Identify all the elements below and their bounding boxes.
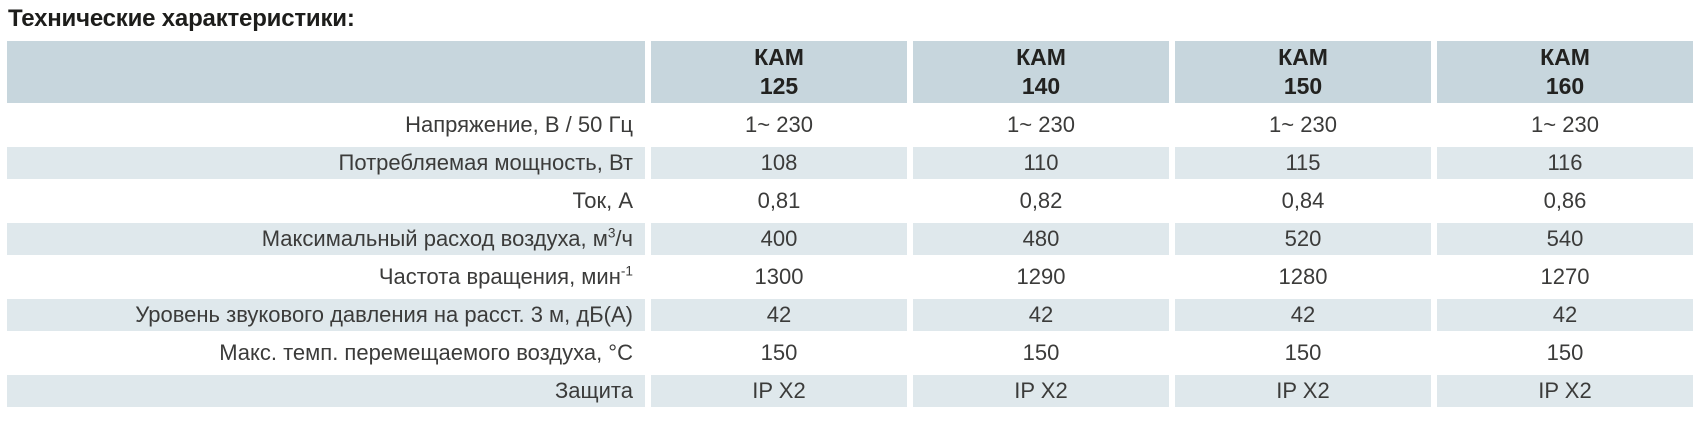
value-power-consumption-kam-140: 110 (913, 147, 1169, 179)
value-current-kam-140: 0,82 (913, 185, 1169, 217)
column-header-kam-150: КАМ 150 (1175, 41, 1431, 103)
row-label-sound-pressure-level: Уровень звукового давления на расст. 3 м… (7, 299, 645, 331)
column-header-kam-160: КАМ 160 (1437, 41, 1693, 103)
table-body: Напряжение, В / 50 Гц 1~ 230 1~ 230 1~ 230 1… (7, 109, 1693, 407)
row-label-rotation-speed: Частота вращения, мин-1 (7, 261, 645, 293)
row-label-max-airflow: Максимальный расход воздуха, м3/ч (7, 223, 645, 255)
value-rotation-speed-kam-140: 1290 (913, 261, 1169, 293)
row-label-voltage: Напряжение, В / 50 Гц (7, 109, 645, 141)
value-max-air-temperature-kam-150: 150 (1175, 337, 1431, 369)
value-protection-kam-125: IP X2 (651, 375, 907, 407)
column-header-kam-140: КАМ 140 (913, 41, 1169, 103)
value-sound-pressure-level-kam-150: 42 (1175, 299, 1431, 331)
column-header-model: 160 (1545, 73, 1585, 99)
column-header-brand: КАМ (1016, 44, 1066, 71)
value-rotation-speed-kam-150: 1280 (1175, 261, 1431, 293)
value-current-kam-125: 0,81 (651, 185, 907, 217)
value-max-air-temperature-kam-160: 150 (1437, 337, 1693, 369)
value-voltage-kam-140: 1~ 230 (913, 109, 1169, 141)
value-max-air-temperature-kam-125: 150 (651, 337, 907, 369)
header-row: КАМ 125 КАМ 140 КАМ 150 КАМ 160 (7, 41, 1693, 103)
table-row-max-airflow: Максимальный расход воздуха, м3/ч 400 480 5… (7, 223, 1693, 255)
column-header-brand: КАМ (754, 44, 804, 71)
value-voltage-kam-125: 1~ 230 (651, 109, 907, 141)
value-rotation-speed-kam-160: 1270 (1437, 261, 1693, 293)
value-current-kam-160: 0,86 (1437, 185, 1693, 217)
value-power-consumption-kam-150: 115 (1175, 147, 1431, 179)
value-sound-pressure-level-kam-125: 42 (651, 299, 907, 331)
table-row-rotation-speed: Частота вращения, мин-1 1300 1290 1280 1270 (7, 261, 1693, 293)
value-sound-pressure-level-kam-160: 42 (1437, 299, 1693, 331)
value-max-airflow-kam-150: 520 (1175, 223, 1431, 255)
table-row-sound-pressure-level: Уровень звукового давления на расст. 3 м… (7, 299, 1693, 331)
value-power-consumption-kam-125: 108 (651, 147, 907, 179)
value-max-airflow-kam-125: 400 (651, 223, 907, 255)
value-protection-kam-150: IP X2 (1175, 375, 1431, 407)
value-max-airflow-kam-140: 480 (913, 223, 1169, 255)
table-row-voltage: Напряжение, В / 50 Гц 1~ 230 1~ 230 1~ 230 1… (7, 109, 1693, 141)
value-voltage-kam-160: 1~ 230 (1437, 109, 1693, 141)
column-header-brand: КАМ (1278, 44, 1328, 71)
value-protection-kam-160: IP X2 (1437, 375, 1693, 407)
table-row-protection: Защита IP X2 IP X2 IP X2 IP X2 (7, 375, 1693, 407)
value-max-air-temperature-kam-140: 150 (913, 337, 1169, 369)
value-current-kam-150: 0,84 (1175, 185, 1431, 217)
table-row-current: Ток, А 0,81 0,82 0,84 0,86 (7, 185, 1693, 217)
column-header-model: 150 (1283, 73, 1323, 99)
value-power-consumption-kam-160: 116 (1437, 147, 1693, 179)
table-row-power-consumption: Потребляемая мощность, Вт 108 110 115 116 (7, 147, 1693, 179)
column-header-model: 140 (1021, 73, 1061, 99)
row-label-power-consumption: Потребляемая мощность, Вт (7, 147, 645, 179)
column-header-kam-125: КАМ 125 (651, 41, 907, 103)
value-voltage-kam-150: 1~ 230 (1175, 109, 1431, 141)
row-label-protection: Защита (7, 375, 645, 407)
page-title: Технические характеристики: (8, 5, 355, 32)
header-corner-cell (7, 41, 645, 103)
column-header-model: 125 (759, 73, 799, 99)
spec-table: КАМ 125 КАМ 140 КАМ 150 КАМ 160 Напряжение, В /… (1, 35, 1699, 413)
column-header-brand: КАМ (1540, 44, 1590, 71)
table-row-max-air-temperature: Макс. темп. перемещаемого воздуха, °С 150… (7, 337, 1693, 369)
value-rotation-speed-kam-125: 1300 (651, 261, 907, 293)
value-sound-pressure-level-kam-140: 42 (913, 299, 1169, 331)
row-label-current: Ток, А (7, 185, 645, 217)
row-label-max-air-temperature: Макс. темп. перемещаемого воздуха, °С (7, 337, 645, 369)
value-max-airflow-kam-160: 540 (1437, 223, 1693, 255)
value-protection-kam-140: IP X2 (913, 375, 1169, 407)
